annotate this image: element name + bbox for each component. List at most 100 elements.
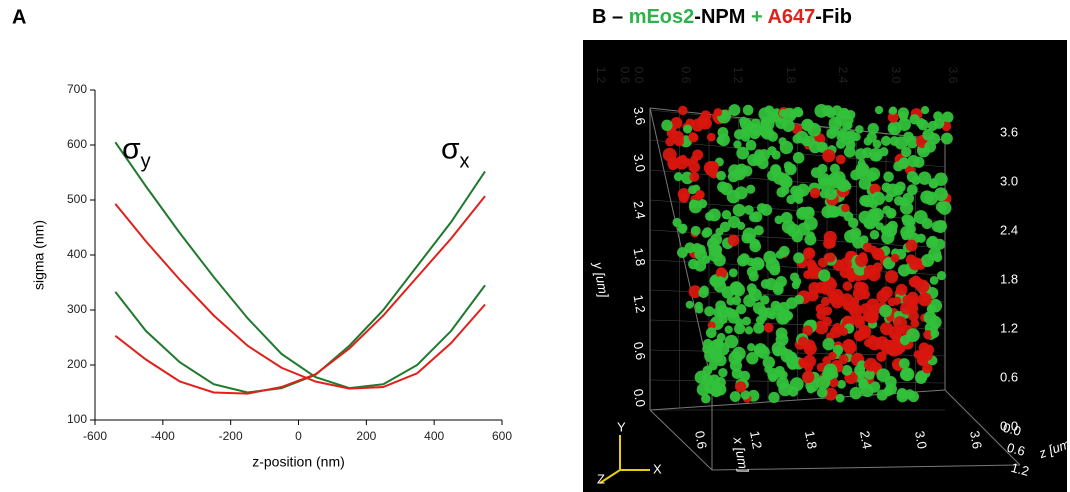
blob [789, 377, 804, 392]
blob [941, 132, 953, 145]
blob [704, 306, 715, 317]
blob [719, 221, 731, 233]
blob [895, 283, 908, 296]
blob [709, 243, 723, 257]
triad-label: Z [597, 471, 605, 486]
blob [713, 253, 726, 267]
blob [661, 119, 673, 132]
blob [741, 232, 753, 244]
blob [854, 364, 866, 376]
blob [872, 151, 881, 161]
blob [908, 257, 923, 271]
blob [698, 287, 709, 299]
blob [688, 132, 698, 142]
title-part: A647 [767, 6, 815, 28]
blob [836, 178, 851, 192]
annotation-part: y [141, 151, 151, 173]
blob [713, 306, 724, 318]
y-axis-title: y [um] [590, 260, 611, 299]
blob [933, 238, 946, 250]
blob [917, 292, 932, 307]
blob [747, 343, 756, 352]
blob [769, 112, 779, 122]
x-tick-label: -200 [219, 429, 243, 443]
blob [688, 161, 701, 173]
blob [729, 391, 741, 402]
blob [688, 185, 698, 195]
blob [752, 301, 766, 315]
blob [721, 286, 735, 299]
panel-b: 1.2 0.6 0.0 0.6 1.2 1.8 2.4 3.0 3.63.63.02.41.81… [590, 67, 1070, 487]
panel-a: -600 -400 -200 0 200 400 600 100 200 300 400 500 600… [31, 82, 513, 470]
blob [864, 357, 878, 372]
blob [897, 107, 909, 119]
x-axis-label: z-position (nm) [252, 454, 345, 470]
x-tick-label: 200 [356, 429, 376, 443]
blob [885, 270, 899, 284]
blob [931, 220, 943, 232]
left-tick-label: 0.0 [631, 388, 649, 408]
blob [774, 215, 784, 225]
right-tick-label: 3.0 [1000, 173, 1018, 188]
y-tick-label: 300 [67, 302, 87, 316]
blob [765, 258, 780, 273]
blob [715, 267, 728, 279]
blob [854, 148, 867, 161]
line [114, 141, 486, 390]
box-edge [711, 464, 1021, 471]
blob [737, 254, 749, 267]
bottom-tick-label: 3.6 [967, 430, 985, 450]
blob [904, 227, 915, 238]
blob [908, 310, 919, 322]
blob [869, 230, 880, 240]
top-tick-label: 1.2 [731, 67, 745, 84]
blob [711, 351, 723, 363]
blob [775, 327, 788, 340]
blob [918, 348, 930, 359]
blob [924, 140, 937, 153]
blob [762, 356, 776, 369]
blob [855, 125, 864, 134]
bottom-tick-label: 1.8 [802, 430, 820, 450]
blob [707, 161, 719, 173]
blob [781, 186, 790, 195]
blob [816, 375, 831, 390]
blob [842, 122, 851, 131]
blob [794, 294, 804, 305]
blob [852, 236, 865, 249]
blob [835, 154, 846, 165]
blob [758, 107, 772, 121]
blob [787, 359, 798, 370]
blob [724, 334, 739, 349]
blob [792, 152, 805, 164]
blob [822, 337, 835, 351]
line [114, 203, 486, 390]
blob [820, 297, 830, 307]
blob [883, 171, 894, 182]
blob [717, 127, 729, 138]
blob [852, 132, 861, 142]
blob [790, 185, 801, 197]
blob [899, 368, 913, 381]
blob [872, 139, 882, 149]
blob [823, 306, 833, 316]
top-tick-label: 0.0 [632, 67, 646, 84]
blob [823, 278, 837, 292]
blob [828, 377, 839, 388]
blob [896, 387, 908, 399]
blob [733, 140, 742, 149]
blob [672, 130, 684, 143]
blob [843, 211, 854, 222]
blob [731, 283, 746, 297]
x-tick-label: 0 [295, 429, 302, 443]
blob [816, 387, 828, 398]
blob [732, 169, 743, 180]
blob [825, 107, 837, 118]
blob [731, 295, 742, 306]
blob [745, 139, 757, 151]
blob [694, 259, 707, 272]
bottom-tick-label: 0.6 [692, 430, 710, 450]
blob [727, 234, 740, 247]
left-tick-label: 3.6 [631, 106, 649, 126]
